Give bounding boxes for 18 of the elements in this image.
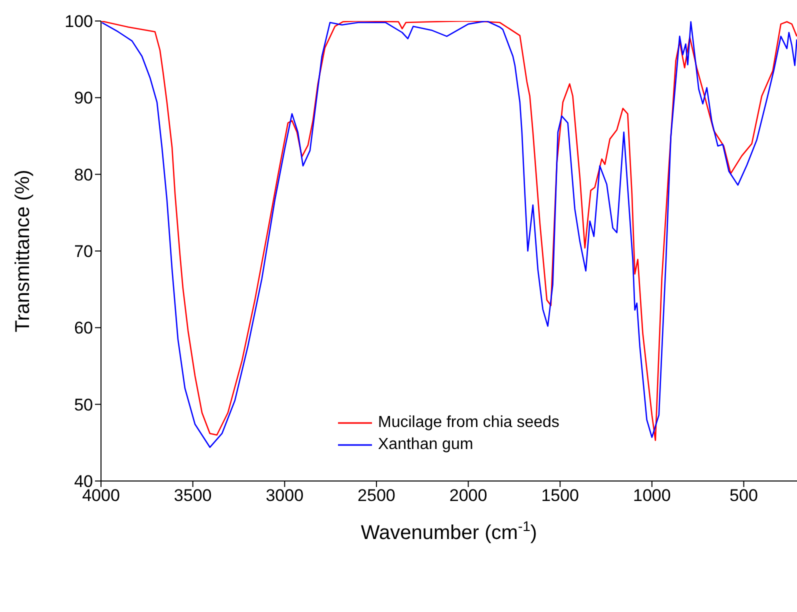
x-tick-label: 1500 (541, 486, 580, 506)
y-tick-label: 90 (74, 88, 93, 108)
x-tick-label: 1000 (633, 486, 671, 506)
y-tick-label: 70 (74, 242, 93, 262)
y-tick-label: 80 (74, 165, 93, 184)
x-axis-title: Wavenumber (cm$^{-1}$) (360, 518, 538, 544)
x-tick-label: 4000 (82, 486, 120, 506)
x-tick-label: 2000 (449, 486, 488, 506)
y-tick-label: 50 (74, 395, 93, 414)
x-tick-label: 3500 (174, 486, 212, 506)
x-tick-label: 500 (730, 486, 758, 506)
x-tick-label: 3000 (266, 486, 304, 506)
y-axis-title: Transmittance (%) (12, 170, 34, 332)
y-tick-label: 100 (64, 12, 93, 32)
y-tick-label: 60 (74, 318, 93, 338)
legend-label: Xanthan gum (378, 436, 474, 454)
x-tick-label: 2500 (358, 486, 396, 506)
legend-label: Mucilage from chia seeds (378, 414, 560, 432)
